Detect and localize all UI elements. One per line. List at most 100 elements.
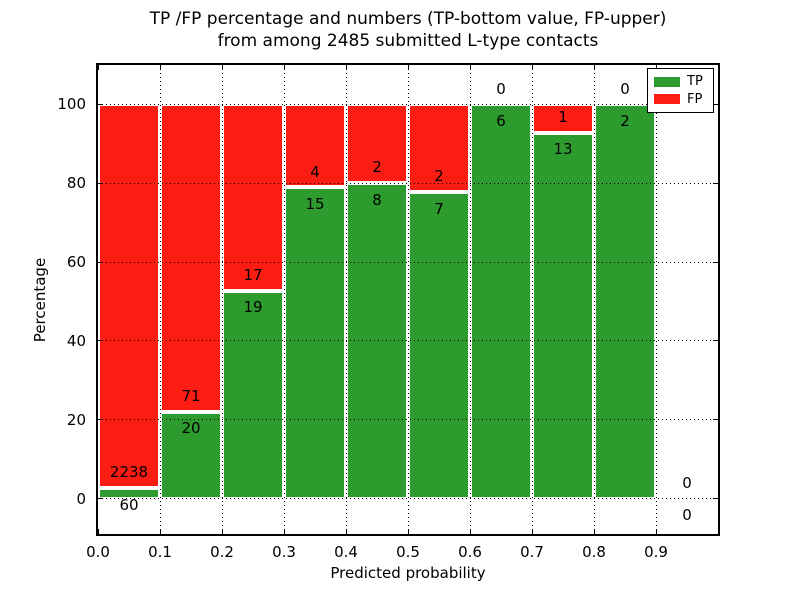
chart-title-line-1: TP /FP percentage and numbers (TP-bottom… [149, 9, 667, 29]
tp-count-label: 15 [305, 194, 325, 213]
fp-count-label: 0 [620, 79, 630, 98]
bar-tp-segment [98, 488, 160, 499]
y-axis-tick [713, 103, 718, 105]
fp-count-label: 4 [310, 162, 320, 181]
tp-count-label: 0 [682, 506, 692, 525]
tp-count-label: 60 [119, 495, 139, 514]
x-axis-tick [469, 65, 471, 70]
y-tick-label: 100 [57, 95, 86, 114]
fp-count-label: 17 [243, 265, 263, 284]
x-axis-tick [159, 65, 161, 70]
tp-count-label: 13 [553, 140, 573, 159]
legend-label-tp: TP [687, 74, 703, 90]
legend-label-fp: FP [687, 91, 703, 107]
grid-vline [159, 65, 161, 534]
y-axis-tick [713, 261, 718, 263]
x-axis-tick [531, 65, 533, 70]
bar-fp-segment [408, 104, 470, 192]
tp-count-label: 2 [620, 111, 630, 130]
y-axis-tick [98, 261, 103, 263]
x-tick-label: 0.6 [458, 543, 482, 561]
x-axis-tick [283, 65, 285, 70]
bar-fp-segment [284, 104, 346, 188]
tp-count-label: 6 [496, 111, 506, 130]
x-tick-label: 0.5 [396, 543, 420, 561]
x-axis-tick [283, 529, 285, 534]
x-axis-tick [221, 65, 223, 70]
legend: TP FP [647, 68, 714, 113]
legend-item-tp: TP [654, 75, 707, 88]
x-tick-label: 0.4 [334, 543, 358, 561]
x-axis-label: Predicted probability [330, 564, 486, 582]
y-axis-tick [98, 103, 103, 105]
fp-count-label: 2 [434, 167, 444, 186]
x-axis-tick [407, 65, 409, 70]
bar-tp-segment [160, 411, 222, 499]
y-tick-label: 60 [66, 253, 86, 272]
x-axis-tick [593, 65, 595, 70]
bar-tp-segment [594, 104, 656, 499]
x-axis-tick [469, 529, 471, 534]
tp-count-label: 19 [243, 298, 263, 317]
y-tick-label: 0 [76, 489, 86, 508]
fp-count-label: 2238 [109, 463, 149, 482]
bar-tp-segment [532, 132, 594, 499]
bar-fp-segment [346, 104, 408, 184]
y-tick-label: 40 [66, 331, 86, 350]
fp-count-label: 0 [496, 79, 506, 98]
y-axis-tick [98, 182, 103, 184]
y-axis-tick [713, 340, 718, 342]
x-axis-tick [159, 529, 161, 534]
x-axis-tick [655, 65, 657, 70]
x-tick-label: 0.1 [148, 543, 172, 561]
chart-title-line-2: from among 2485 submitted L-type contact… [217, 31, 599, 51]
grid-vline [345, 65, 347, 534]
tp-count-label: 8 [372, 190, 382, 209]
bar-fp-segment [98, 104, 160, 489]
bar-tp-segment [222, 290, 284, 499]
x-tick-label: 0.8 [582, 543, 606, 561]
bar-tp-segment [408, 191, 470, 499]
x-axis-tick [345, 65, 347, 70]
grid-vline [593, 65, 595, 534]
x-axis-tick [407, 529, 409, 534]
tp-count-label: 20 [181, 419, 201, 438]
x-axis-tick [345, 529, 347, 534]
bar-tp-segment [284, 187, 346, 499]
grid-vline [655, 65, 657, 534]
legend-item-fp: FP [654, 93, 707, 106]
x-axis-tick [97, 65, 99, 70]
y-axis-tick [98, 340, 103, 342]
fp-swatch-icon [654, 94, 680, 105]
fp-count-label: 2 [372, 158, 382, 177]
tp-count-label: 7 [434, 199, 444, 218]
tp-swatch-icon [654, 76, 680, 87]
grid-vline [469, 65, 471, 534]
y-axis-tick [713, 419, 718, 421]
grid-vline [221, 65, 223, 534]
grid-vline [531, 65, 533, 534]
y-axis-tick [98, 419, 103, 421]
x-tick-label: 0.9 [644, 543, 668, 561]
x-axis-tick [97, 529, 99, 534]
grid-vline [283, 65, 285, 534]
bar-fp-segment [532, 104, 594, 133]
x-tick-label: 0.3 [272, 543, 296, 561]
x-axis-tick [221, 529, 223, 534]
bar-fp-segment [222, 104, 284, 291]
y-axis-tick [713, 182, 718, 184]
y-tick-label: 80 [66, 174, 86, 193]
y-axis-tick [98, 498, 103, 500]
x-tick-label: 0.7 [520, 543, 544, 561]
fp-count-label: 71 [181, 387, 201, 406]
plot-area: 2238 60 71 20 17 19 4 15 2 8 2 7 0 6 1 13 0 2 0 0 [96, 63, 720, 536]
x-tick-label: 0.0 [86, 543, 110, 561]
bar-tp-segment [470, 104, 532, 499]
fp-count-label: 1 [558, 107, 568, 126]
y-tick-label: 20 [66, 410, 86, 429]
x-tick-label: 0.2 [210, 543, 234, 561]
y-axis-tick [713, 498, 718, 500]
x-axis-tick [655, 529, 657, 534]
bar-fp-segment [160, 104, 222, 412]
